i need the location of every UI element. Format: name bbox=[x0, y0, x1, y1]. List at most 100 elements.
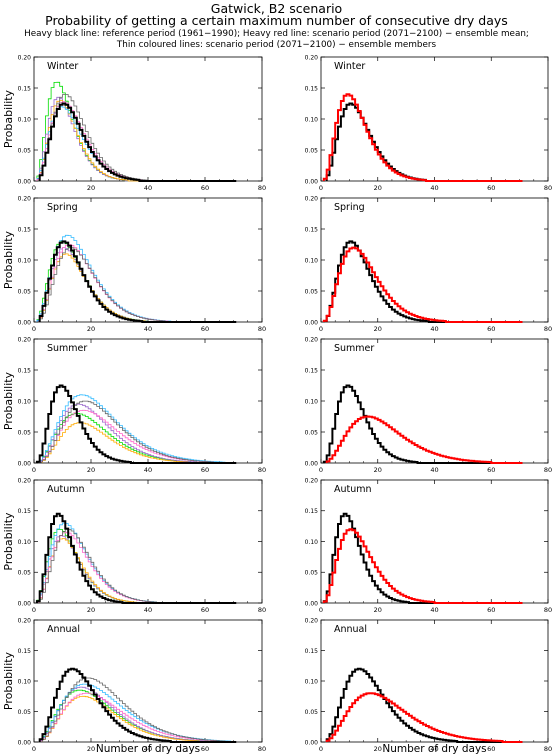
panel-summer-ensemble-mean: 0 20 40 60 80 0.00 0.05 0.10 0.15 0.20 Summer bbox=[305, 336, 553, 474]
panel-winter-members: 0 20 40 60 80 0.00 0.05 0.10 0.15 0.20 Winter Proba… bbox=[2, 54, 266, 192]
x-tick-label: 40 bbox=[144, 184, 152, 192]
y-tick-label: 0.00 bbox=[305, 739, 319, 746]
panel-autumn-ensemble-mean: 0 20 40 60 80 0.00 0.05 0.10 0.15 0.20 Autumn bbox=[305, 477, 553, 614]
ensemble-member-2-line bbox=[36, 96, 237, 182]
chart-title: Gatwick, B2 scenario bbox=[210, 1, 343, 16]
reference-period-line bbox=[325, 102, 523, 182]
plot-frame bbox=[320, 197, 549, 323]
x-axis-label: Number of dry days bbox=[382, 743, 486, 755]
x-axis-label: Number of dry days bbox=[96, 743, 200, 755]
y-tick-label: 0.20 bbox=[305, 195, 319, 202]
x-tick-label: 0 bbox=[319, 325, 323, 333]
ensemble-member-2-line bbox=[36, 247, 237, 323]
season-label: Annual bbox=[47, 624, 80, 635]
x-tick-label: 20 bbox=[87, 466, 95, 474]
x-tick-label: 20 bbox=[374, 184, 382, 192]
ensemble-member-1-line bbox=[36, 81, 237, 182]
y-tick-label: 0.05 bbox=[305, 429, 319, 436]
ensemble-member-2-line bbox=[39, 686, 237, 743]
x-tick-label: 40 bbox=[144, 466, 152, 474]
ensemble-mean-line bbox=[322, 528, 523, 604]
x-tick-label: 60 bbox=[201, 606, 209, 614]
reference-period-line bbox=[322, 384, 523, 464]
x-tick-label: 60 bbox=[201, 466, 209, 474]
x-tick-label: 60 bbox=[487, 606, 495, 614]
plot-frame bbox=[320, 619, 549, 743]
legend-description-line-1: Heavy black line: reference period (1961… bbox=[24, 29, 529, 39]
reference-period-line bbox=[35, 384, 237, 464]
reference-period-line bbox=[325, 667, 523, 743]
season-label: Winter bbox=[47, 61, 78, 72]
y-tick-label: 0.00 bbox=[18, 319, 32, 326]
season-label: Spring bbox=[47, 202, 78, 213]
x-tick-label: 0 bbox=[32, 184, 36, 192]
ensemble-member-1-line bbox=[39, 413, 237, 464]
x-tick-label: 40 bbox=[430, 606, 438, 614]
ensemble-member-4-line bbox=[36, 106, 237, 182]
x-tick-label: 60 bbox=[487, 325, 495, 333]
y-tick-label: 0.10 bbox=[18, 398, 32, 405]
x-tick-label: 40 bbox=[430, 745, 438, 753]
x-tick-label: 80 bbox=[258, 606, 266, 614]
y-tick-label: 0.20 bbox=[305, 336, 319, 343]
y-tick-label: 0.10 bbox=[305, 539, 319, 546]
x-tick-label: 0 bbox=[319, 184, 323, 192]
panel-annual-ensemble-mean: 0 20 40 60 80 0.00 0.05 0.10 0.15 0.20 Annual Numbe… bbox=[305, 617, 553, 755]
ensemble-member-6-line bbox=[39, 529, 237, 604]
y-tick-label: 0.10 bbox=[18, 257, 32, 264]
ensemble-member-2-line bbox=[36, 535, 237, 604]
x-tick-label: 20 bbox=[87, 745, 95, 753]
x-tick-label: 20 bbox=[87, 325, 95, 333]
x-tick-label: 0 bbox=[32, 606, 36, 614]
season-label: Winter bbox=[334, 61, 365, 72]
x-tick-label: 20 bbox=[374, 745, 382, 753]
y-tick-label: 0.20 bbox=[305, 477, 319, 484]
x-tick-label: 80 bbox=[544, 325, 552, 333]
legend-description-line-2: Thin coloured lines: scenario period (20… bbox=[116, 40, 437, 50]
x-tick-label: 60 bbox=[201, 745, 209, 753]
plot-frame bbox=[33, 338, 263, 464]
ensemble-member-3-line bbox=[39, 253, 237, 323]
y-tick-label: 0.10 bbox=[305, 398, 319, 405]
panel-spring-members: 0 20 40 60 80 0.00 0.05 0.10 0.15 0.20 Spring Proba… bbox=[2, 195, 266, 333]
y-axis-label: Probability bbox=[2, 651, 15, 710]
ensemble-member-6-line bbox=[42, 677, 237, 743]
season-label: Autumn bbox=[47, 484, 85, 495]
ensemble-member-5-line bbox=[39, 409, 237, 464]
y-tick-label: 0.15 bbox=[305, 648, 319, 655]
x-tick-label: 0 bbox=[319, 466, 323, 474]
x-tick-label: 0 bbox=[319, 745, 323, 753]
ensemble-mean-line bbox=[322, 93, 523, 182]
panel-summer-members: 0 20 40 60 80 0.00 0.05 0.10 0.15 0.20 Summer Proba… bbox=[2, 336, 266, 474]
x-tick-label: 40 bbox=[144, 325, 152, 333]
y-tick-label: 0.10 bbox=[305, 116, 319, 123]
x-tick-label: 0 bbox=[32, 745, 36, 753]
x-tick-label: 60 bbox=[201, 325, 209, 333]
y-tick-label: 0.15 bbox=[18, 367, 32, 374]
ensemble-member-5-line bbox=[36, 531, 237, 604]
x-tick-label: 80 bbox=[258, 745, 266, 753]
ensemble-member-3-line bbox=[42, 422, 237, 464]
chart-subtitle: Probability of getting a certain maximum… bbox=[45, 13, 508, 28]
y-tick-label: 0.15 bbox=[18, 508, 32, 515]
y-tick-label: 0.00 bbox=[18, 178, 32, 185]
y-tick-label: 0.20 bbox=[18, 617, 32, 624]
panel-winter-ensemble-mean: 0 20 40 60 80 0.00 0.05 0.10 0.15 0.20 Winter bbox=[305, 54, 553, 192]
ensemble-member-5-line bbox=[39, 244, 237, 323]
y-tick-label: 0.20 bbox=[305, 54, 319, 61]
ensemble-mean-line bbox=[322, 246, 523, 323]
y-tick-label: 0.15 bbox=[18, 648, 32, 655]
season-label: Annual bbox=[334, 624, 367, 635]
y-tick-label: 0.05 bbox=[305, 570, 319, 577]
x-tick-label: 20 bbox=[374, 606, 382, 614]
y-axis-label: Probability bbox=[2, 89, 15, 148]
x-tick-label: 20 bbox=[87, 606, 95, 614]
x-tick-label: 20 bbox=[87, 184, 95, 192]
ensemble-member-4-line bbox=[39, 394, 237, 464]
x-tick-label: 60 bbox=[201, 184, 209, 192]
x-tick-label: 80 bbox=[544, 466, 552, 474]
ensemble-mean-line bbox=[325, 415, 523, 464]
y-tick-label: 0.00 bbox=[18, 460, 32, 467]
ensemble-member-2-line bbox=[39, 403, 237, 464]
x-tick-label: 60 bbox=[487, 466, 495, 474]
